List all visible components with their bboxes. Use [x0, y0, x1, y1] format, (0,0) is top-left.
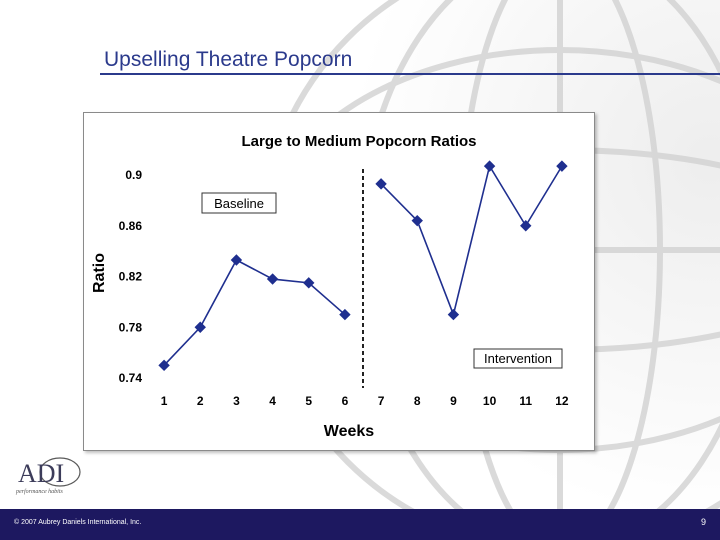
footer-bar: © 2007 Aubrey Daniels International, Inc… [0, 509, 720, 540]
data-point [266, 273, 279, 285]
page-number: 9 [700, 517, 706, 527]
y-axis-label: Ratio [91, 253, 108, 293]
series-line-baseline [163, 258, 346, 366]
y-tick-label: 0.9 [125, 168, 142, 182]
y-tick-label: 0.78 [119, 320, 143, 334]
x-axis-label: Weeks [324, 423, 375, 440]
y-tick-label: 0.86 [119, 219, 143, 233]
x-tick-label: 10 [483, 394, 497, 408]
data-point [158, 359, 170, 372]
chart-title: Large to Medium Popcorn Ratios [241, 133, 476, 150]
slide-title: Upselling Theatre Popcorn [104, 48, 353, 71]
x-tick-label: 6 [342, 394, 349, 408]
data-point [194, 321, 206, 333]
segment-label-text: Baseline [214, 196, 264, 211]
x-tick-label: 4 [269, 394, 276, 408]
x-tick-label: 5 [305, 394, 312, 408]
line-chart: Large to Medium Popcorn Ratios 0.90.860.… [91, 133, 569, 440]
data-point [556, 160, 568, 172]
segment-label-box [201, 192, 277, 214]
chart-marks: Baseline Intervention [158, 160, 568, 388]
data-point [375, 178, 387, 190]
x-tick-label: 1 [161, 394, 168, 408]
copyright-text: © 2007 Aubrey Daniels International, Inc… [14, 519, 142, 526]
y-axis: 0.9 0.86 0.82 0.78 0.74 [119, 168, 143, 385]
segment-label-intervention: Intervention [473, 348, 563, 369]
x-tick-label: 7 [378, 394, 385, 408]
x-tick-label: 3 [233, 394, 240, 408]
svg-text:ADI: ADI [18, 459, 64, 488]
data-point [520, 220, 532, 232]
data-point [339, 308, 351, 321]
data-point [230, 254, 243, 266]
segment-label-text: Intervention [484, 351, 552, 366]
data-point [303, 277, 315, 289]
x-tick-label: 9 [450, 394, 457, 408]
x-tick-label: 11 [519, 394, 532, 408]
svg-text:performance habits: performance habits [15, 488, 63, 495]
series-line-intervention [380, 164, 563, 318]
chart-frame: Large to Medium Popcorn Ratios 0.9 0.86 0.… [83, 112, 595, 451]
data-point [411, 214, 423, 227]
title-underline [100, 73, 720, 75]
data-point [483, 160, 496, 172]
x-tick-label: 12 [555, 394, 569, 408]
y-tick-label: 0.74 [119, 371, 143, 385]
x-tick-label: 8 [414, 394, 421, 408]
x-tick-label: 2 [197, 394, 204, 408]
adi-logo: ADI performance habits [15, 457, 81, 495]
segment-label-box [473, 348, 563, 369]
y-tick-label: 0.82 [119, 270, 143, 284]
data-point [447, 308, 460, 321]
segment-label-baseline: Baseline [201, 192, 277, 214]
x-axis: 1 2 3 4 5 6 7 8 9 10 11 12 [161, 394, 569, 408]
